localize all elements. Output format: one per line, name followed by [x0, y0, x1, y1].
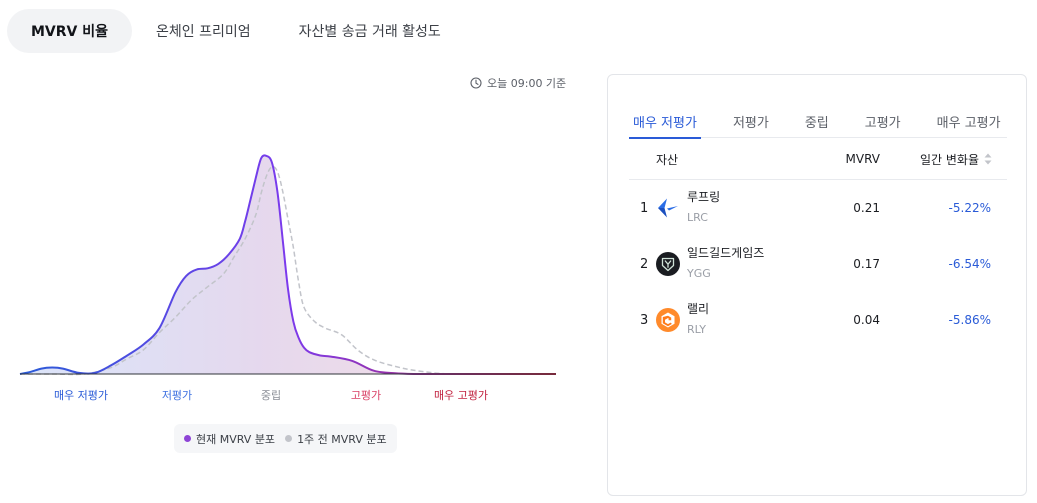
metric-tabs: MVRV 비율 온체인 프리미엄 자산별 송금 거래 활성도	[7, 9, 465, 53]
x-category-label: 매우 저평가	[54, 389, 108, 402]
column-header-mvrv: MVRV	[845, 152, 880, 166]
chart-legend: 현재 MVRV 분포 1주 전 MVRV 분포	[174, 424, 397, 453]
tab-very-overvalued[interactable]: 매우 고평가	[936, 116, 1001, 131]
daily-change-value: -5.86%	[948, 313, 991, 327]
mvrv-value: 0.04	[853, 313, 880, 327]
daily-change-value: -6.54%	[948, 257, 991, 271]
x-category-label: 중립	[261, 389, 281, 402]
mvrv-value: 0.17	[853, 257, 880, 271]
legend-label-previous: 1주 전 MVRV 분포	[297, 432, 387, 446]
table-row[interactable]: 3 랠리 RLY 0.04 -5.86%	[629, 292, 1007, 348]
x-category-label: 저평가	[162, 389, 192, 402]
legend-item-current: 현재 MVRV 분포	[184, 431, 275, 447]
legend-dot-current	[184, 435, 191, 442]
legend-item-previous: 1주 전 MVRV 분포	[285, 431, 387, 447]
yield-guild-games-icon	[656, 252, 680, 276]
x-category-label: 매우 고평가	[434, 389, 488, 402]
tab-very-undervalued[interactable]: 매우 저평가	[629, 106, 701, 139]
table-row[interactable]: 2 일드길드게임즈 YGG 0.17 -6.54%	[629, 236, 1007, 292]
rally-icon	[656, 308, 680, 332]
row-rank: 1	[640, 200, 649, 216]
asset-name: 루프링	[687, 190, 721, 204]
asset-symbol: YGG	[687, 267, 711, 280]
valuation-ranking-panel: 매우 저평가 저평가 중립 고평가 매우 고평가 자산 MVRV 일간 변화율 …	[607, 74, 1027, 496]
mvrv-value: 0.21	[853, 201, 880, 215]
current-distribution-area	[20, 155, 556, 375]
table-row[interactable]: 1 루프링 LRC 0.21 -5.22%	[629, 180, 1007, 236]
asset-name: 랠리	[687, 302, 710, 316]
tab-overvalued[interactable]: 고평가	[864, 116, 901, 131]
table-header: 자산 MVRV 일간 변화율	[629, 138, 1007, 180]
tab-onchain-premium[interactable]: 온체인 프리미엄	[156, 24, 251, 40]
tab-transfer-activity[interactable]: 자산별 송금 거래 활성도	[298, 24, 441, 40]
daily-change-label: 일간 변화율	[919, 152, 979, 167]
tab-mvrv-ratio[interactable]: MVRV 비율	[7, 9, 133, 53]
current-distribution-line	[19, 154, 556, 376]
timestamp-text: 오늘 09:00 기준	[487, 77, 567, 90]
loopring-icon	[658, 198, 678, 218]
x-category-label: 고평가	[351, 389, 381, 402]
mvrv-distribution-chart: 매우 저평가 저평가 중립 고평가 매우 고평가	[19, 154, 556, 402]
asset-symbol: LRC	[687, 211, 708, 224]
asset-symbol: RLY	[687, 323, 707, 336]
sort-icon	[984, 153, 992, 165]
row-rank: 3	[640, 312, 649, 328]
legend-dot-previous	[285, 435, 293, 442]
update-timestamp: 오늘 09:00 기준	[470, 75, 566, 91]
row-rank: 2	[640, 256, 649, 272]
tab-undervalued[interactable]: 저평가	[732, 116, 769, 131]
column-header-asset: 자산	[656, 152, 679, 167]
clock-icon	[470, 77, 482, 89]
valuation-tabs: 매우 저평가 저평가 중립 고평가 매우 고평가	[629, 106, 1007, 139]
tab-neutral[interactable]: 중립	[804, 116, 829, 131]
legend-label-current: 현재 MVRV 분포	[196, 432, 276, 446]
column-header-daily-change[interactable]: 일간 변화율	[920, 138, 993, 180]
daily-change-value: -5.22%	[948, 201, 991, 215]
asset-name: 일드길드게임즈	[687, 246, 765, 260]
